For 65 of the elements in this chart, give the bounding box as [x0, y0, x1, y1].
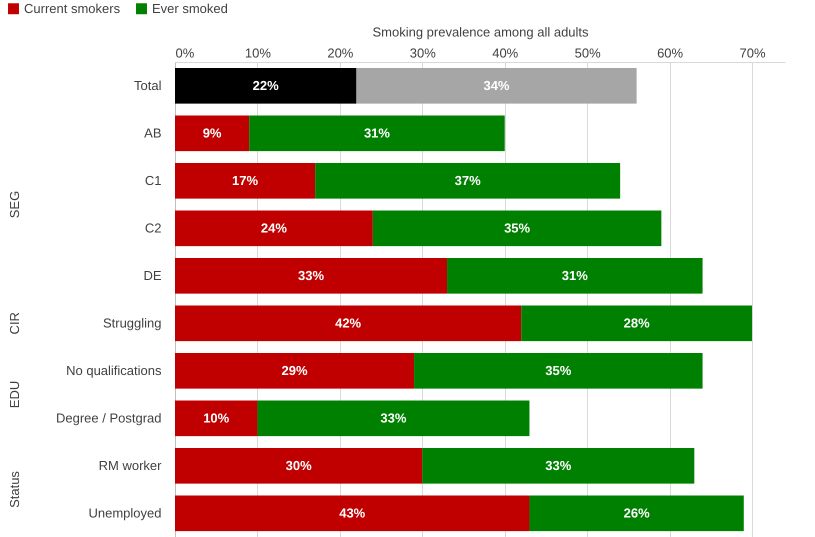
bar	[175, 210, 373, 246]
bar	[529, 495, 744, 532]
bar	[257, 400, 530, 436]
x-tick-label: 20%	[327, 46, 354, 60]
data-label: 9%	[202, 125, 222, 140]
x-tick-label: 0%	[176, 46, 195, 60]
text: CIR	[7, 312, 22, 334]
data-label: 33%	[380, 410, 407, 426]
text: EDU	[7, 380, 22, 408]
data-label: 28%	[624, 315, 650, 330]
y-tick-label: Unemployed	[88, 505, 162, 520]
y-tick-label: Degree / Postgrad	[56, 410, 162, 426]
bar	[447, 258, 703, 294]
y-tick-label: C2	[144, 220, 162, 236]
y-tick-label: RM worker	[98, 458, 162, 473]
data-label: 31%	[562, 268, 588, 283]
text: Status	[7, 470, 22, 508]
bar	[372, 210, 662, 246]
legend-label: Current smokers	[24, 0, 121, 16]
data-label: 34%	[483, 78, 510, 93]
data-label: 33%	[545, 458, 572, 473]
data-label: 42%	[335, 315, 362, 330]
bar	[175, 352, 414, 389]
x-axis-title: Smoking prevalence among all adults	[372, 24, 590, 40]
bar	[521, 305, 752, 342]
bar	[249, 115, 505, 152]
x-tick-label: 40%	[492, 46, 519, 60]
bar	[175, 305, 522, 342]
data-label: 37%	[454, 172, 482, 188]
data-label: 29%	[282, 362, 308, 378]
data-label: 10%	[203, 410, 230, 426]
x-tick-label: 50%	[574, 46, 602, 60]
text: SEG	[7, 190, 22, 218]
bar	[175, 448, 422, 484]
data-label: 31%	[364, 125, 390, 140]
data-label: 17%	[232, 172, 259, 188]
bar	[356, 68, 637, 104]
bar	[175, 495, 530, 532]
data-label: 35%	[504, 220, 531, 236]
bar	[175, 115, 250, 152]
x-tick-label: 30%	[410, 46, 436, 60]
bar	[175, 258, 448, 294]
y-tick-label: C1	[144, 172, 162, 188]
y-tick-label: No qualifications	[66, 362, 162, 378]
data-label: 33%	[298, 268, 324, 283]
bar	[175, 162, 316, 199]
data-label: 26%	[624, 505, 650, 520]
legend-label: Ever smoked	[152, 0, 228, 16]
y-tick-label: DE	[143, 268, 162, 283]
x-tick-label: 60%	[657, 46, 684, 60]
data-label: 35%	[545, 362, 572, 378]
y-tick-label: Total	[134, 78, 162, 93]
bar	[175, 400, 258, 436]
data-label: 30%	[286, 458, 312, 473]
x-tick-label: 70%	[740, 46, 766, 60]
y-tick-label: Struggling	[102, 315, 162, 330]
bar	[175, 68, 356, 104]
bar	[422, 448, 694, 484]
data-label: 22%	[252, 78, 280, 93]
x-tick-label: 10%	[244, 46, 272, 60]
bar	[414, 352, 703, 389]
y-tick-label: AB	[144, 125, 162, 140]
bar	[315, 162, 620, 199]
data-label: 43%	[339, 505, 366, 520]
data-label: 24%	[260, 220, 288, 236]
